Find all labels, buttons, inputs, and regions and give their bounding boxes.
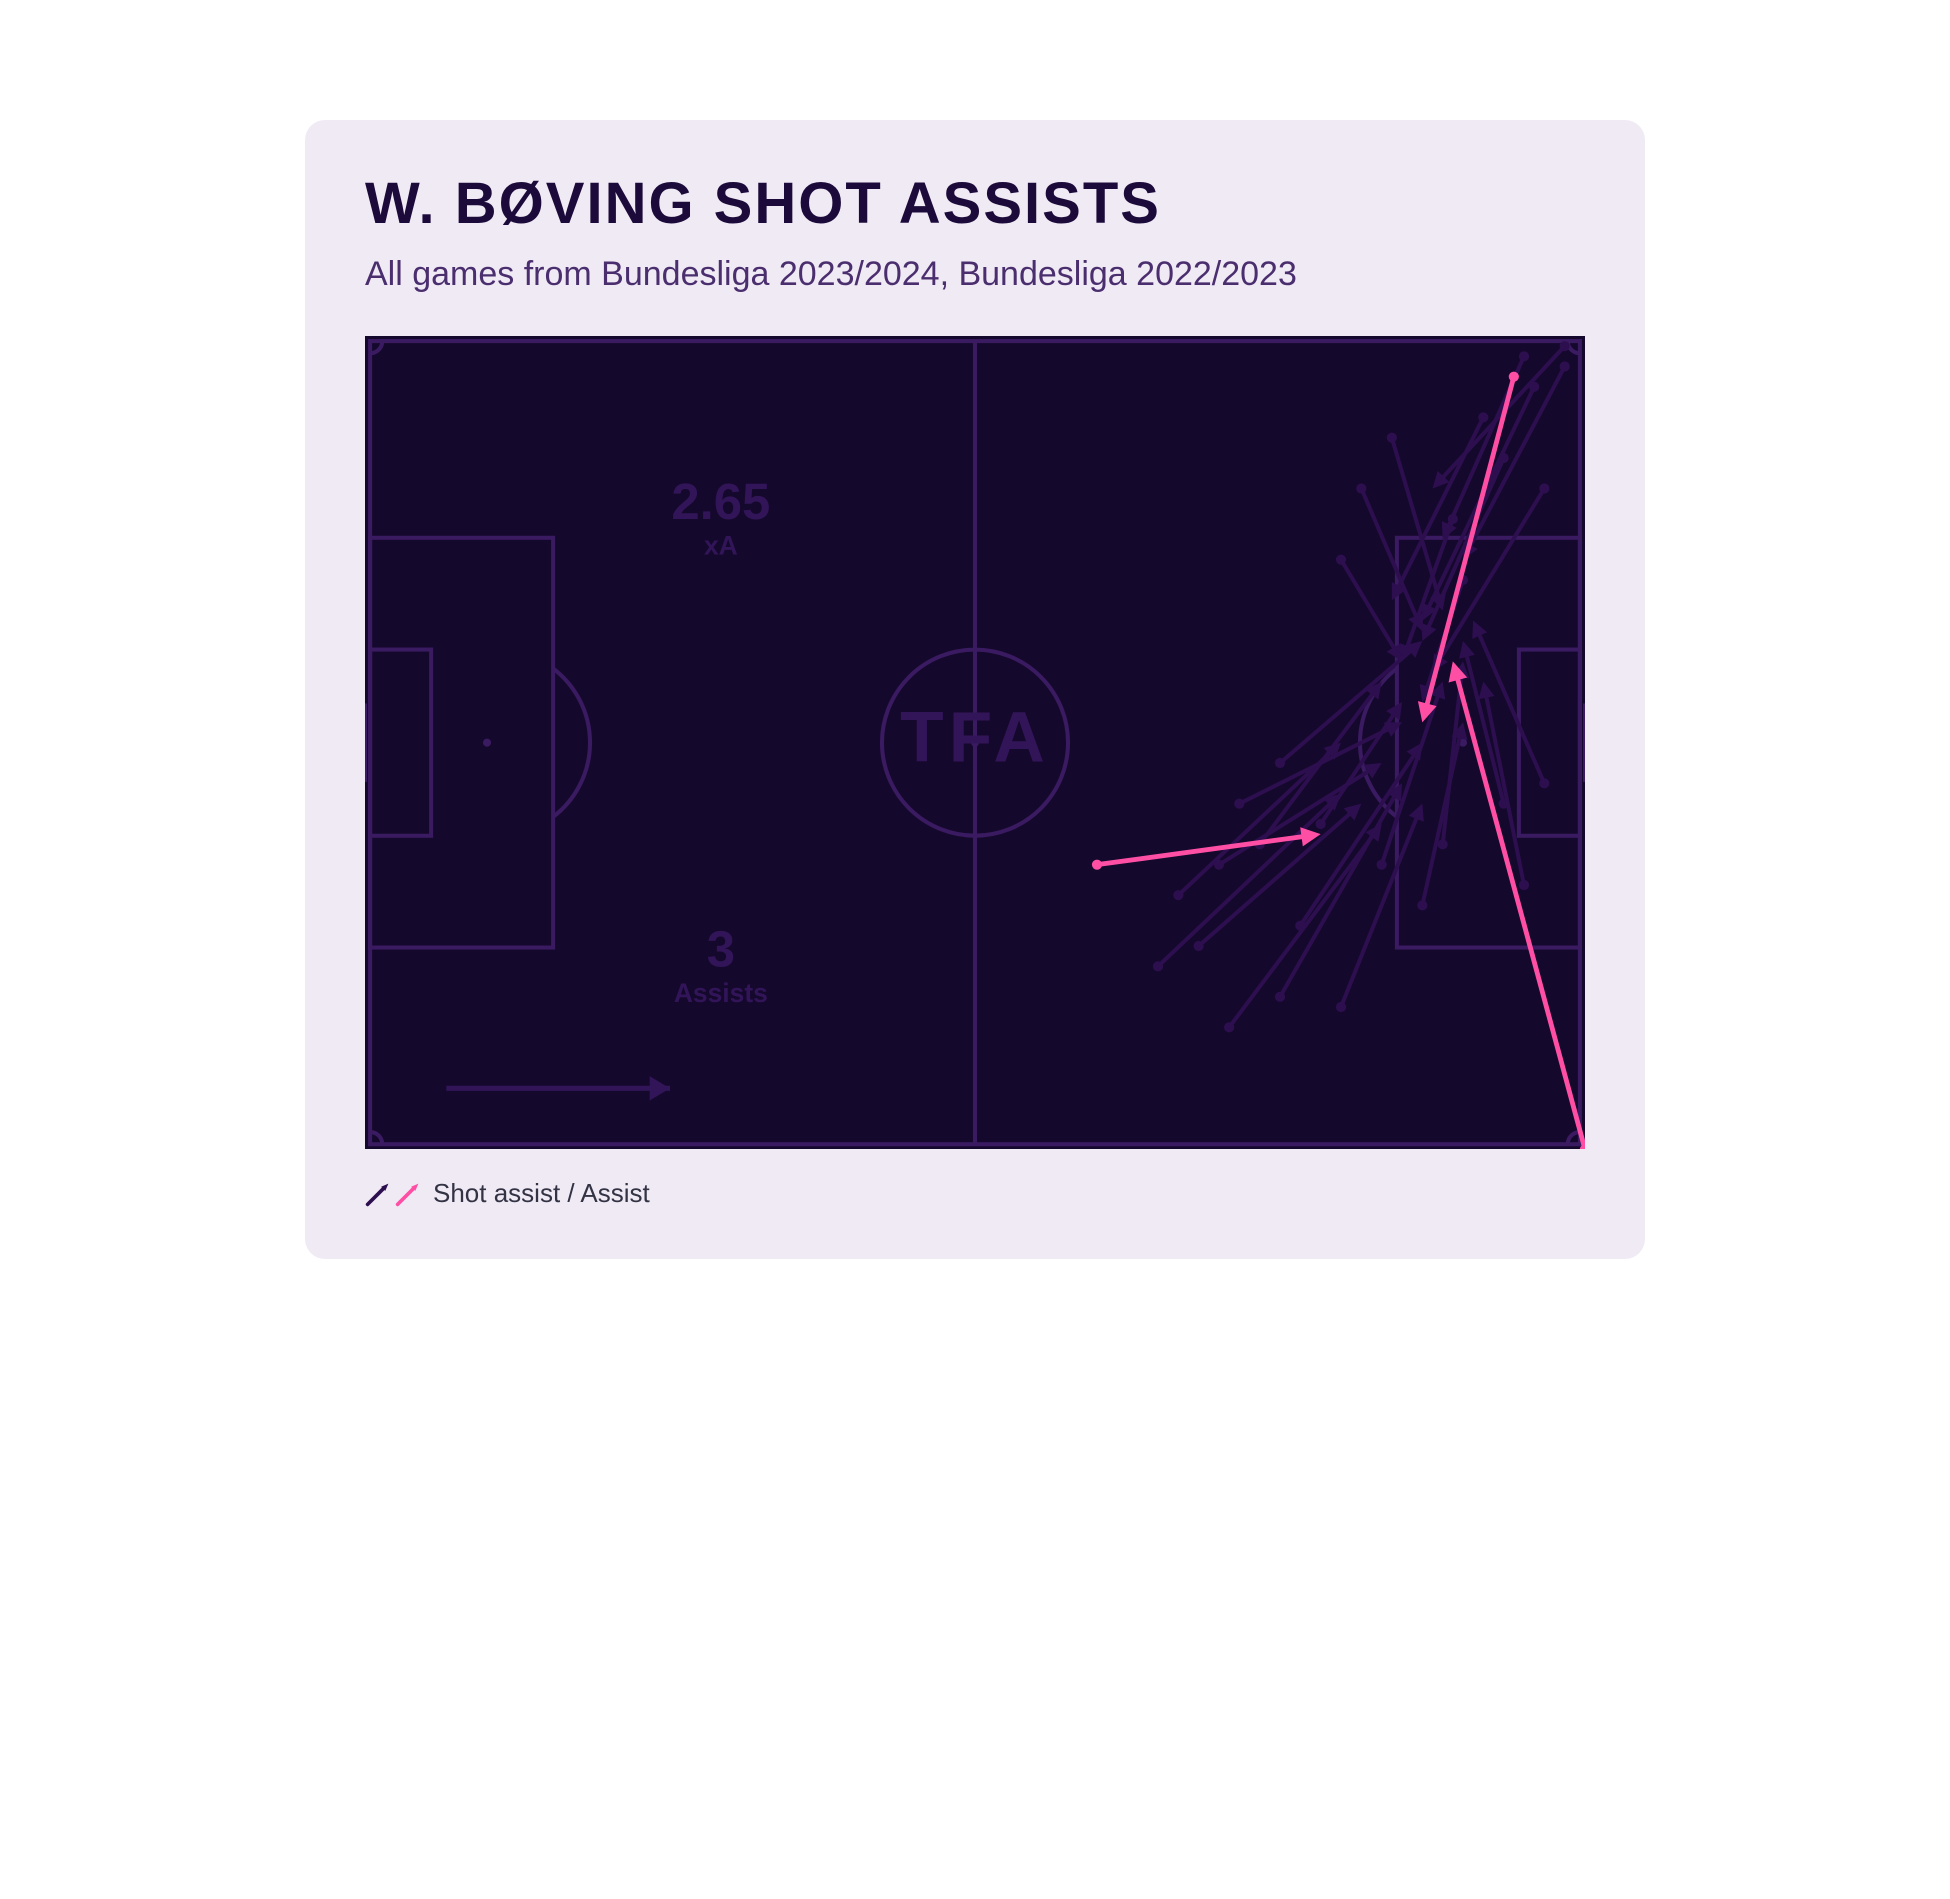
legend-shot-assist-icon bbox=[365, 1181, 391, 1207]
legend: Shot assist / Assist bbox=[365, 1178, 1585, 1209]
legend-arrows bbox=[365, 1181, 421, 1207]
overlay-stat-label: Assists bbox=[674, 978, 768, 1008]
legend-label: Shot assist / Assist bbox=[433, 1178, 650, 1209]
watermark-text: TFA bbox=[900, 698, 1050, 777]
overlay-stat-value: 3 bbox=[707, 920, 735, 977]
viz-card: W. BØVING SHOT ASSISTS All games from Bu… bbox=[305, 120, 1645, 1259]
overlay-stat-label: xA bbox=[704, 531, 738, 561]
chart-title: W. BØVING SHOT ASSISTS bbox=[365, 170, 1585, 237]
overlay-stat-value: 2.65 bbox=[671, 473, 770, 530]
pitch-svg: TFA 2.65xA 3Assists bbox=[365, 336, 1585, 1149]
legend-assist-icon bbox=[395, 1181, 421, 1207]
chart-subtitle: All games from Bundesliga 2023/2024, Bun… bbox=[365, 255, 1585, 294]
pitch-container: TFA 2.65xA 3Assists bbox=[365, 336, 1585, 1154]
